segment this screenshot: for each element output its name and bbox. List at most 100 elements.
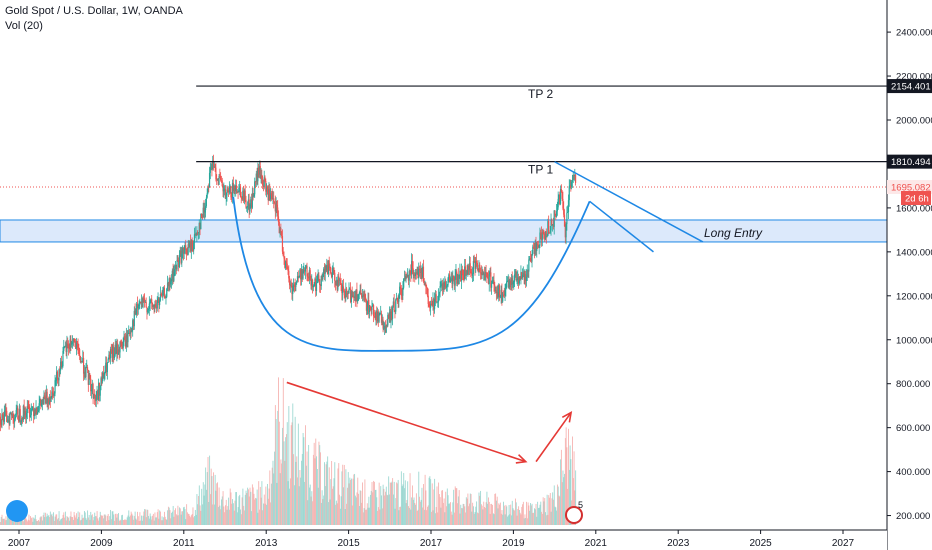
volume-bar [316,456,318,525]
volume-bar [291,422,293,525]
candle-body [146,307,148,313]
candle-body [11,414,13,416]
volume-bar [328,467,330,525]
volume-bar [46,513,48,525]
candle-body [433,298,435,310]
candle-body [461,269,463,275]
candle-body [467,265,469,275]
volume-bar [117,514,119,525]
candle-body [300,269,303,280]
target-line-2[interactable] [589,200,654,253]
target-line-1[interactable] [554,161,704,243]
volume-bar [36,521,38,525]
volume-bar [335,500,337,525]
volume-bar [197,504,199,525]
time-axis[interactable] [0,530,887,550]
volume-bar [141,515,142,525]
volume-bar [566,447,568,525]
volume-bar [30,518,32,525]
candle-body [380,313,383,323]
volume-bar [289,478,291,525]
cup-curve[interactable] [232,196,591,352]
volume-bar [316,468,318,525]
volume-bar [472,506,474,525]
volume-bar [301,453,303,525]
candle-body [187,244,189,255]
candle-body [441,283,443,286]
symbol-title[interactable]: Gold Spot / U.S. Dollar, 1W, OANDA [5,5,183,17]
volume-bar [448,503,450,525]
volume-bar [520,514,522,525]
volume-bar [424,474,426,525]
candle-body [53,393,55,396]
volume-bar [334,462,336,525]
volume-bar [486,491,488,525]
candle-body [35,407,37,415]
tradingview-logo-icon[interactable] [6,500,28,522]
candle-body [529,257,532,261]
volume-bar [369,494,371,525]
candle-body [541,232,543,240]
volume-bar [68,517,70,525]
volume-bar [160,511,161,525]
volume-bar [39,517,41,525]
candle-body [485,271,487,273]
volume-bar [141,520,143,525]
candle-body [529,257,531,260]
candle-body [445,280,447,288]
candle-body [386,324,388,326]
volume-bar [488,501,490,525]
candle-body [395,299,397,312]
candle-body [407,275,409,277]
volume-bar [437,512,439,525]
volume-bar [212,504,214,525]
volume-bar [86,519,88,525]
price-tick-label: 2200.000 [896,72,932,83]
volume-bar [38,521,40,525]
candle-body [26,406,28,413]
volume-bar [481,505,483,525]
volume-bar [461,508,463,525]
us-flag-event-icon[interactable] [565,506,583,524]
volume-down-arrow[interactable] [286,381,527,463]
volume-bar [298,486,300,525]
candle-body [182,247,184,254]
volume-bar [188,513,190,525]
candle-body [559,194,561,204]
volume-bar [118,520,120,525]
candle-body [208,186,210,188]
candle-body [66,343,68,352]
candle-body [568,186,570,201]
volume-bar [174,510,176,525]
candle-body [252,193,254,197]
candle-body [409,271,411,273]
volume-bar [161,516,163,525]
volume-bar [380,486,382,525]
volume-bar [106,515,108,525]
volume-bar [273,473,275,525]
candle-body [458,274,460,285]
volume-bar [127,515,129,525]
candle-body [235,185,238,193]
candle-body [125,334,127,347]
volume-bar [399,506,401,525]
volume-bar [202,482,204,525]
candle-body [319,279,321,285]
volume-bar [402,484,404,525]
candle-body [161,294,163,296]
long-entry-label: Long Entry [704,226,763,240]
volume-indicator-label[interactable]: Vol (20) [5,20,43,32]
candle-body [569,185,571,187]
candle-body [472,273,474,276]
time-tick-label: 2023 [667,538,690,549]
volume-bar [348,483,350,525]
volume-bar [91,515,92,525]
volume-bar [121,515,123,525]
candle-body [548,221,550,233]
tp1_level-tag [887,154,932,169]
volume-up-arrow[interactable] [535,412,572,463]
candle-body [487,277,489,279]
candle-body [151,302,154,308]
volume-bar [533,512,535,525]
